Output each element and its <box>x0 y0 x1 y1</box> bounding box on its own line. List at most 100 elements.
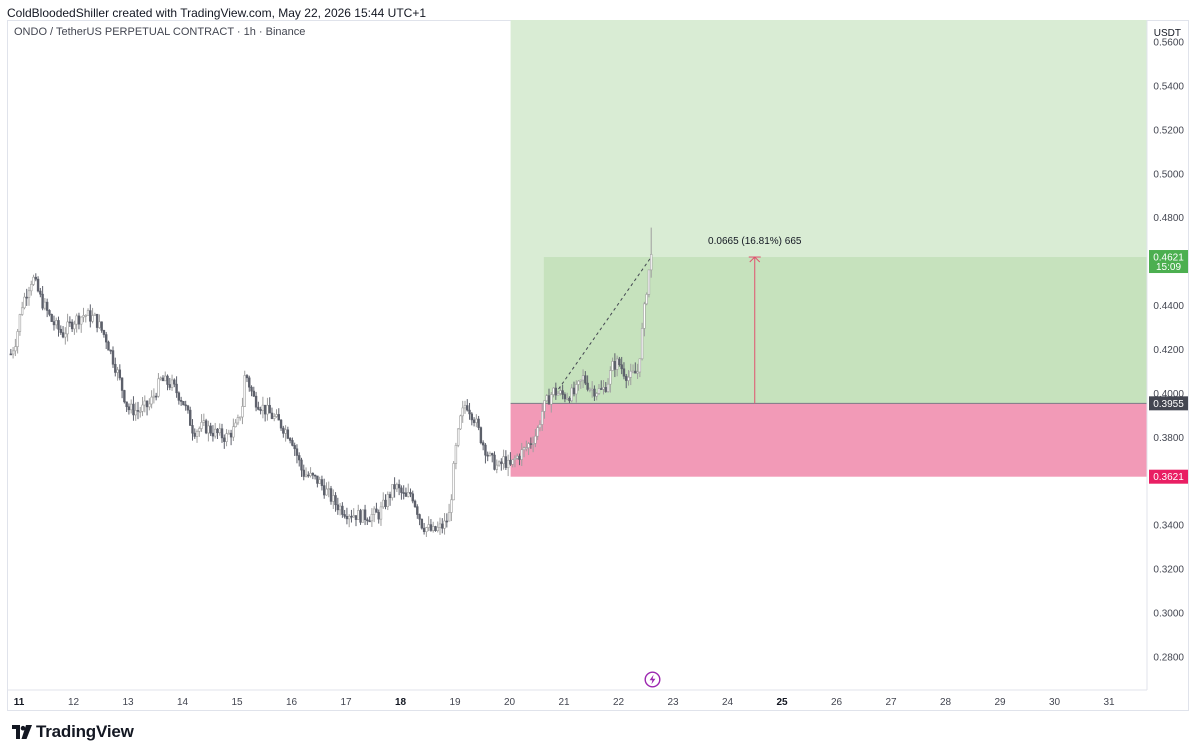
candle-body <box>634 370 637 374</box>
candle-body <box>225 433 228 442</box>
candle <box>111 346 115 368</box>
candle-body <box>382 499 385 508</box>
candle-body <box>509 459 512 465</box>
candle <box>525 440 528 452</box>
candle-body <box>120 377 124 391</box>
candle-body <box>520 449 523 460</box>
candle-body <box>491 453 494 456</box>
candle-body <box>93 313 97 316</box>
candle-body <box>647 269 651 295</box>
candle <box>509 452 512 466</box>
candle <box>261 396 265 419</box>
candle <box>295 444 299 464</box>
candle-body <box>116 369 119 373</box>
candle-body <box>631 370 635 373</box>
candle <box>456 428 460 448</box>
candle <box>584 371 587 386</box>
candle-body <box>73 323 76 330</box>
candle <box>116 366 119 381</box>
candle-body <box>604 387 607 392</box>
entry-price-badge-text: 0.3955 <box>1153 399 1184 410</box>
candle-body <box>477 418 480 428</box>
lightning-icon[interactable] <box>644 671 661 693</box>
candle <box>66 313 69 342</box>
candle-body <box>139 411 142 413</box>
candle <box>368 516 371 523</box>
candle <box>64 327 67 345</box>
candle-body <box>584 375 587 384</box>
candle <box>177 391 181 405</box>
candle-body <box>540 411 544 425</box>
candle-body <box>336 504 340 511</box>
candle-body <box>590 388 594 391</box>
candle-body <box>95 313 99 328</box>
candle <box>282 425 285 438</box>
time-tick-label: 11 <box>14 697 25 708</box>
candle-body <box>370 514 374 522</box>
candle <box>84 314 87 323</box>
candle <box>500 458 503 471</box>
candle <box>325 482 328 496</box>
candle-body <box>150 396 153 405</box>
candle-body <box>643 303 646 329</box>
candle <box>93 312 97 316</box>
time-tick-label: 31 <box>1103 697 1115 708</box>
candle <box>159 376 162 381</box>
candle <box>166 374 169 391</box>
candle-body <box>577 380 580 385</box>
candle <box>173 378 176 388</box>
candle <box>370 508 374 527</box>
candle-body <box>570 387 573 402</box>
candle-body <box>400 487 403 493</box>
candle <box>629 363 632 386</box>
candle <box>359 508 362 525</box>
candle <box>461 400 464 423</box>
candle <box>479 426 483 445</box>
time-tick-label: 19 <box>449 697 461 708</box>
candle <box>252 386 256 397</box>
candle-body <box>345 516 349 520</box>
candle <box>134 402 137 421</box>
candle <box>127 403 131 415</box>
candle-body <box>361 509 365 523</box>
candle-body <box>309 472 312 477</box>
candle-body <box>277 414 280 421</box>
candle-body <box>388 494 392 499</box>
candle-body <box>193 432 196 437</box>
candle-body <box>141 404 144 412</box>
candle <box>16 328 19 354</box>
candle-body <box>154 395 158 398</box>
candle-body <box>447 512 451 522</box>
candle <box>418 513 421 526</box>
candle-body <box>438 523 442 528</box>
candle <box>23 292 26 310</box>
candle-body <box>159 377 162 380</box>
candle <box>577 380 580 391</box>
candle-body <box>23 296 26 309</box>
candle <box>561 384 564 400</box>
candle <box>397 479 401 496</box>
candle-body <box>279 419 283 429</box>
candle-body <box>377 512 380 520</box>
candle-body <box>177 392 181 401</box>
candle-body <box>459 415 462 430</box>
candle-body <box>375 508 378 513</box>
candle <box>357 504 360 520</box>
candle-body <box>649 254 653 271</box>
candle-body <box>311 472 315 476</box>
brand-name: TradingView <box>36 722 134 741</box>
candle-body <box>186 405 190 411</box>
candle-body <box>223 437 226 442</box>
candle-body <box>343 514 346 517</box>
candle <box>198 426 201 437</box>
candle-body <box>109 349 112 352</box>
candle-body <box>132 403 135 416</box>
candle <box>454 442 458 470</box>
candle <box>420 518 424 530</box>
candle <box>486 451 489 462</box>
candle-body <box>431 526 435 531</box>
candle-body <box>554 387 558 396</box>
candle <box>57 316 60 337</box>
candle <box>402 485 405 500</box>
